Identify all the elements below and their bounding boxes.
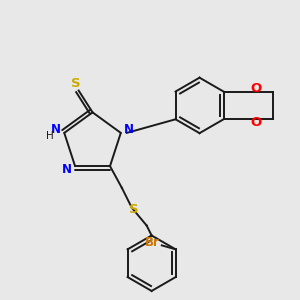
Text: Br: Br: [144, 236, 159, 249]
Text: N: N: [62, 163, 72, 176]
Text: N: N: [124, 123, 134, 136]
Text: N: N: [51, 123, 61, 136]
Text: O: O: [250, 116, 262, 129]
Text: H: H: [46, 131, 53, 141]
Text: S: S: [129, 203, 139, 216]
Text: S: S: [71, 77, 80, 90]
Text: O: O: [250, 82, 262, 95]
